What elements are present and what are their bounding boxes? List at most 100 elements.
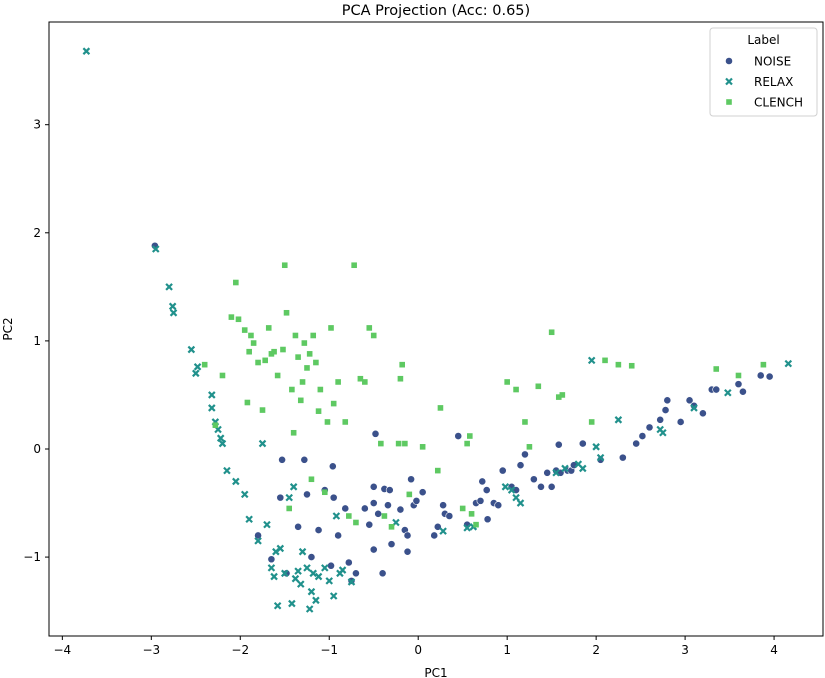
data-point (321, 564, 329, 572)
data-point (388, 524, 395, 530)
data-point (276, 493, 285, 502)
y-axis-ticks: −1 0 1 2 3 (23, 118, 49, 564)
data-point (516, 499, 525, 507)
data-point (285, 493, 293, 502)
legend-marker-relax (725, 77, 733, 86)
data-point (483, 515, 492, 524)
data-point (592, 443, 600, 451)
legend-label: NOISE (754, 55, 791, 69)
chart-title: PCA Projection (Acc: 0.65) (342, 3, 530, 19)
data-point (445, 512, 454, 520)
data-point (378, 569, 387, 578)
data-point (329, 592, 338, 600)
data-point (187, 345, 196, 354)
legend: Label NOISE RELAX CLENCH (709, 27, 818, 117)
y-tick-label: 3 (33, 118, 41, 132)
data-point (254, 531, 262, 540)
data-point (258, 439, 267, 448)
data-point (463, 524, 471, 532)
x-tick-label: −3 (142, 643, 160, 657)
x-tick-label: −2 (231, 643, 249, 657)
data-point (276, 544, 285, 553)
data-point (384, 501, 392, 510)
data-point (309, 569, 318, 578)
x-axis-label: PC1 (424, 666, 447, 678)
y-tick-label: 2 (33, 226, 41, 240)
data-point (552, 468, 560, 477)
data-point (294, 567, 302, 575)
data-point (218, 439, 227, 448)
data-point (193, 363, 202, 371)
data-point (365, 520, 374, 529)
data-point (371, 429, 380, 438)
data-point (317, 386, 324, 393)
data-point (303, 490, 311, 499)
data-point (254, 537, 262, 545)
data-point (362, 379, 368, 385)
data-point (369, 499, 378, 507)
data-point (228, 314, 235, 320)
y-tick-label: 0 (33, 442, 41, 456)
data-point (282, 569, 291, 578)
data-point (478, 477, 487, 486)
data-point (561, 464, 569, 473)
data-point (434, 467, 441, 474)
data-point (526, 444, 533, 450)
data-point (332, 512, 341, 520)
data-point (246, 348, 252, 355)
data-point (378, 440, 384, 447)
data-point (235, 316, 242, 323)
data-point (330, 400, 337, 407)
data-point (306, 351, 313, 357)
data-point (289, 386, 295, 393)
legend-entry: NOISE (725, 55, 791, 69)
data-point (244, 399, 251, 406)
data-point (298, 547, 307, 556)
y-tick-label: 1 (33, 334, 41, 348)
y-tick-label: −1 (23, 550, 41, 564)
data-point (278, 455, 286, 464)
data-point (165, 283, 173, 291)
data-point (587, 356, 596, 365)
data-point (303, 564, 311, 572)
data-point (212, 422, 219, 429)
data-point (504, 379, 510, 385)
data-point (357, 375, 364, 382)
x-tick-label: 0 (414, 643, 422, 657)
data-point (169, 309, 178, 317)
data-point (208, 404, 216, 412)
data-point (283, 309, 290, 316)
data-point (522, 419, 528, 425)
data-point (307, 587, 316, 596)
data-point (300, 455, 309, 464)
data-point (296, 580, 305, 588)
data-point (290, 429, 297, 436)
data-point (396, 505, 405, 514)
data-point (685, 396, 694, 405)
series-noise (150, 241, 774, 585)
data-point (366, 325, 373, 331)
data-point (734, 380, 743, 389)
data-point (397, 375, 404, 382)
data-point (543, 468, 552, 477)
data-point (334, 531, 343, 540)
data-point (547, 482, 556, 491)
data-point (267, 564, 276, 572)
data-point (304, 365, 310, 371)
data-point (270, 572, 278, 581)
data-point (628, 362, 635, 369)
data-point (559, 392, 566, 398)
data-point (315, 408, 322, 414)
data-point (602, 357, 608, 364)
x-tick-label: 4 (770, 643, 778, 657)
data-point (513, 386, 519, 393)
data-point (596, 453, 605, 462)
legend-marker-clench (726, 99, 732, 105)
data-point (294, 522, 303, 531)
data-point (433, 522, 442, 531)
data-point (241, 327, 248, 333)
data-point (280, 346, 286, 353)
data-point (324, 419, 331, 425)
data-point (281, 262, 288, 269)
data-point (305, 605, 314, 613)
